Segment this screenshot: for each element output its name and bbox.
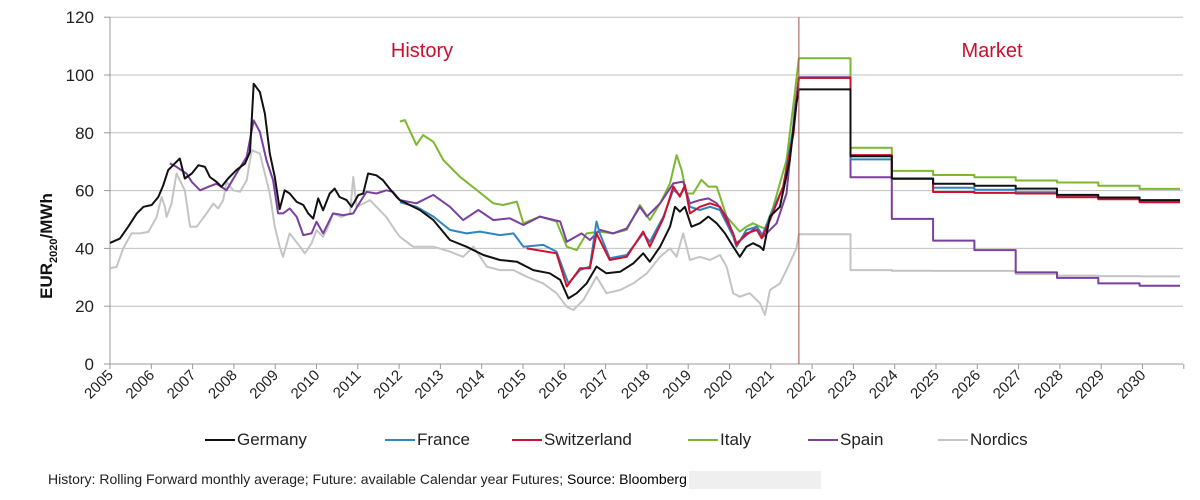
x-tick-label: 2019 (659, 367, 695, 403)
x-tick-label: 2022 (783, 367, 819, 403)
legend-label: Nordics (970, 430, 1028, 449)
x-tick-label: 2007 (164, 367, 200, 403)
series-line-switzerland (526, 76, 1180, 288)
series-lines (109, 57, 1180, 316)
source-text: Source: Bloomberg (567, 471, 687, 487)
y-tick-label: 40 (75, 239, 94, 258)
legend-label: Italy (720, 430, 752, 449)
legend-swatch (512, 439, 542, 441)
series-line-nordics (109, 149, 1180, 316)
x-tick-label: 2017 (577, 367, 613, 403)
region-label-market: Market (961, 40, 1023, 62)
x-tick-label: 2013 (412, 367, 448, 403)
x-tick-label: 2014 (453, 367, 489, 403)
x-tick-label: 2023 (825, 367, 861, 403)
x-tick-label: 2016 (536, 367, 572, 403)
region-label-history: History (391, 40, 453, 62)
y-axis-ticks: 0 20 40 60 80 100 120 (66, 8, 110, 374)
legend-swatch (688, 439, 718, 441)
y-tick-label: 80 (75, 124, 94, 143)
legend-label: Spain (840, 430, 884, 449)
x-tick-label: 2029 (1072, 367, 1108, 403)
footnote-text: History: Rolling Forward monthly average… (48, 471, 564, 487)
legend-swatch (385, 439, 415, 441)
y-axis-label: EUR2020/MWh (37, 193, 60, 299)
gridlines (109, 16, 1183, 365)
x-tick-label: 2020 (701, 367, 737, 403)
x-tick-label: 2028 (1031, 367, 1067, 403)
series-line-italy (399, 57, 1180, 252)
x-tick-label: 2012 (370, 367, 406, 403)
y-tick-label: 60 (75, 182, 94, 201)
x-tick-label: 2006 (123, 367, 159, 403)
legend-item-switzerland: Switzerland (512, 430, 632, 450)
x-tick-label: 2021 (742, 367, 778, 403)
legend-item-france: France (385, 430, 470, 450)
legend-item-spain: Spain (808, 430, 883, 450)
x-tick-label: 2010 (288, 367, 324, 403)
y-tick-label: 0 (85, 355, 94, 374)
x-tick-label: 2025 (907, 367, 943, 403)
legend-swatch (938, 439, 968, 441)
x-tick-label: 2030 (1114, 367, 1150, 403)
redacted-box (688, 471, 821, 490)
series-line-germany (109, 82, 1180, 300)
x-tick-label: 2027 (990, 367, 1026, 403)
legend-swatch (205, 439, 235, 441)
x-tick-label: 2018 (618, 367, 654, 403)
legend-label: Switzerland (544, 430, 632, 449)
series-line-spain (169, 76, 1180, 287)
x-tick-label: 2009 (246, 367, 282, 403)
y-tick-label: 20 (75, 297, 94, 316)
legend-swatch (808, 439, 838, 441)
x-tick-label: 2008 (205, 367, 241, 403)
legend: Germany France Switzerland Italy Spain Nordic… (0, 430, 1200, 454)
legend-label: France (417, 430, 470, 449)
series-line-france (399, 76, 1180, 285)
legend-item-germany: Germany (205, 430, 307, 450)
y-tick-label: 100 (66, 66, 94, 85)
y-tick-label: 120 (66, 8, 94, 27)
legend-item-italy: Italy (688, 430, 751, 450)
x-tick-label: 2015 (494, 367, 530, 403)
x-axis-ticks: 2005 2006 2007 2008 2009 2010 2011 2012 2013 2014… (81, 364, 1185, 403)
footnote: History: Rolling Forward monthly average… (48, 471, 821, 490)
x-tick-label: 2026 (949, 367, 985, 403)
legend-label: Germany (237, 430, 307, 449)
x-tick-label: 2024 (866, 367, 902, 403)
x-tick-label: 2011 (330, 367, 365, 402)
legend-item-nordics: Nordics (938, 430, 1028, 450)
